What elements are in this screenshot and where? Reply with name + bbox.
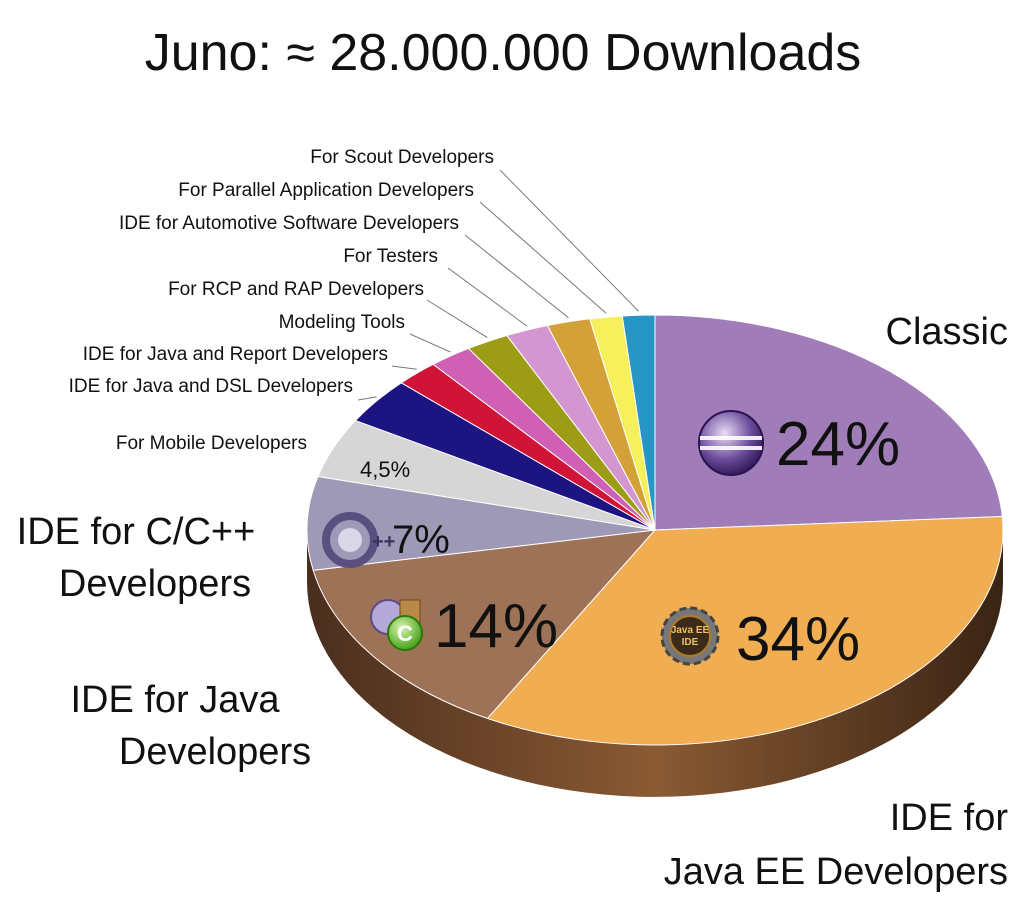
svg-text:IDE: IDE xyxy=(682,637,699,648)
label-cpp-1: IDE for C/C++ xyxy=(17,511,256,553)
label-rcp-rap: For RCP and RAP Developers xyxy=(168,279,424,300)
leader-line-ide-for-java-and-report-developers xyxy=(391,365,417,370)
leader-line-modeling-tools xyxy=(409,333,451,353)
chart-title: Juno: ≈ 28.000.000 Downloads xyxy=(145,24,862,82)
svg-text:++: ++ xyxy=(372,531,395,553)
cpp-icon: ++ xyxy=(322,512,395,568)
svg-text:C: C xyxy=(397,621,413,646)
label-classic: Classic xyxy=(886,311,1008,353)
label-javaee-1: IDE for xyxy=(890,797,1009,839)
value-label-javaee: 34% xyxy=(736,605,860,674)
value-label-java: 14% xyxy=(434,592,558,661)
eclipse-icon xyxy=(698,410,764,476)
leader-line-for-testers xyxy=(447,267,528,327)
label-dsl: IDE for Java and DSL Developers xyxy=(69,376,353,397)
label-report: IDE for Java and Report Developers xyxy=(83,344,388,365)
value-label-mobile: 4,5% xyxy=(360,457,410,482)
pie-slice-for-scout-developers xyxy=(621,314,656,531)
leader-line-for-rcp-and-rap-developers xyxy=(426,299,488,339)
label-automotive: IDE for Automotive Software Developers xyxy=(119,213,459,234)
leader-line-for-scout-developers xyxy=(499,169,639,312)
label-cpp-2: Developers xyxy=(59,563,251,605)
leader-lines xyxy=(357,169,639,401)
label-modeling: Modeling Tools xyxy=(279,312,405,333)
pie-depth xyxy=(307,530,1003,797)
value-label-classic: 24% xyxy=(776,410,900,479)
pie-side xyxy=(307,530,1003,797)
label-java-2: Developers xyxy=(119,731,311,773)
pie-slices xyxy=(306,314,1004,746)
label-java-1: IDE for Java xyxy=(70,679,280,721)
label-javaee-2: Java EE Developers xyxy=(664,851,1008,893)
label-scout: For Scout Developers xyxy=(310,147,494,168)
leader-line-ide-for-java-and-dsl-developers xyxy=(357,396,377,401)
label-testers: For Testers xyxy=(343,246,438,267)
pie-slice-classic xyxy=(654,314,1003,531)
pie-slice-ide-for-c-c-developers xyxy=(306,475,656,571)
java-ee-ide-icon: Java EE IDE xyxy=(660,606,720,666)
label-mobile: For Mobile Developers xyxy=(116,433,307,454)
value-label-cpp: 7% xyxy=(392,518,450,562)
label-parallel: For Parallel Application Developers xyxy=(178,180,474,201)
pie-slice-ide-for-java-developers xyxy=(312,529,657,719)
leader-line-ide-for-automotive-software-developers xyxy=(464,234,569,319)
svg-text:Java EE: Java EE xyxy=(671,625,710,636)
leader-line-for-parallel-application-developers xyxy=(479,201,607,314)
java-ide-icon: C xyxy=(370,599,423,651)
